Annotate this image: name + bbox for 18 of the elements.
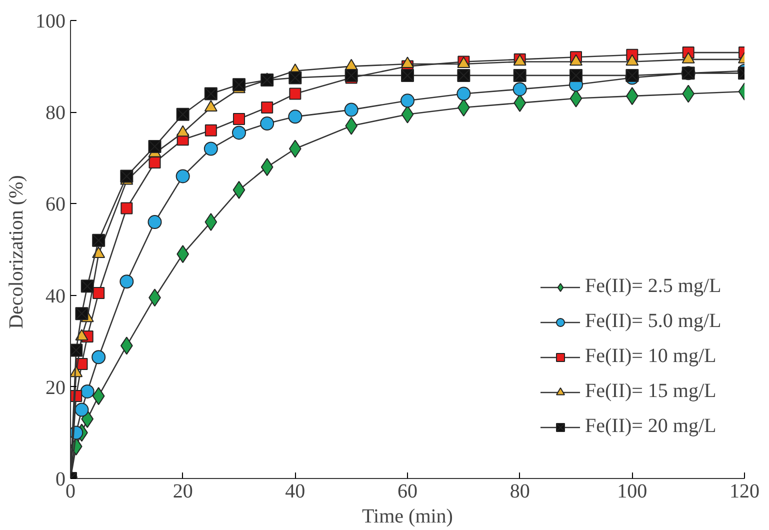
y-tick-label: 20	[46, 376, 66, 399]
y-tick-label: 60	[46, 194, 66, 216]
x-tick-label: 60	[398, 480, 418, 502]
legend-label: Fe(II)= 15 mg/L	[585, 380, 716, 403]
y-axis-title: Decolorization (%)	[6, 175, 28, 329]
y-tick-label: 40	[46, 285, 66, 308]
x-tick-label: 20	[172, 480, 193, 502]
legend-label: Fe(II)= 2.5 mg/L	[585, 275, 722, 298]
x-tick-label: 100	[617, 480, 648, 502]
y-tick-label: 80	[46, 102, 66, 124]
legend-label: Fe(II)= 10 mg/L	[585, 345, 716, 368]
y-tick-label: 100	[36, 10, 66, 32]
x-tick-label: 80	[510, 480, 530, 502]
legend-label: Fe(II)= 20 mg/L	[585, 415, 716, 438]
x-tick-label: 120	[730, 480, 760, 502]
x-tick-label: 40	[285, 480, 306, 502]
legend-label: Fe(II)= 5.0 mg/L	[585, 310, 722, 333]
x-axis-title: Time (min)	[362, 506, 453, 528]
